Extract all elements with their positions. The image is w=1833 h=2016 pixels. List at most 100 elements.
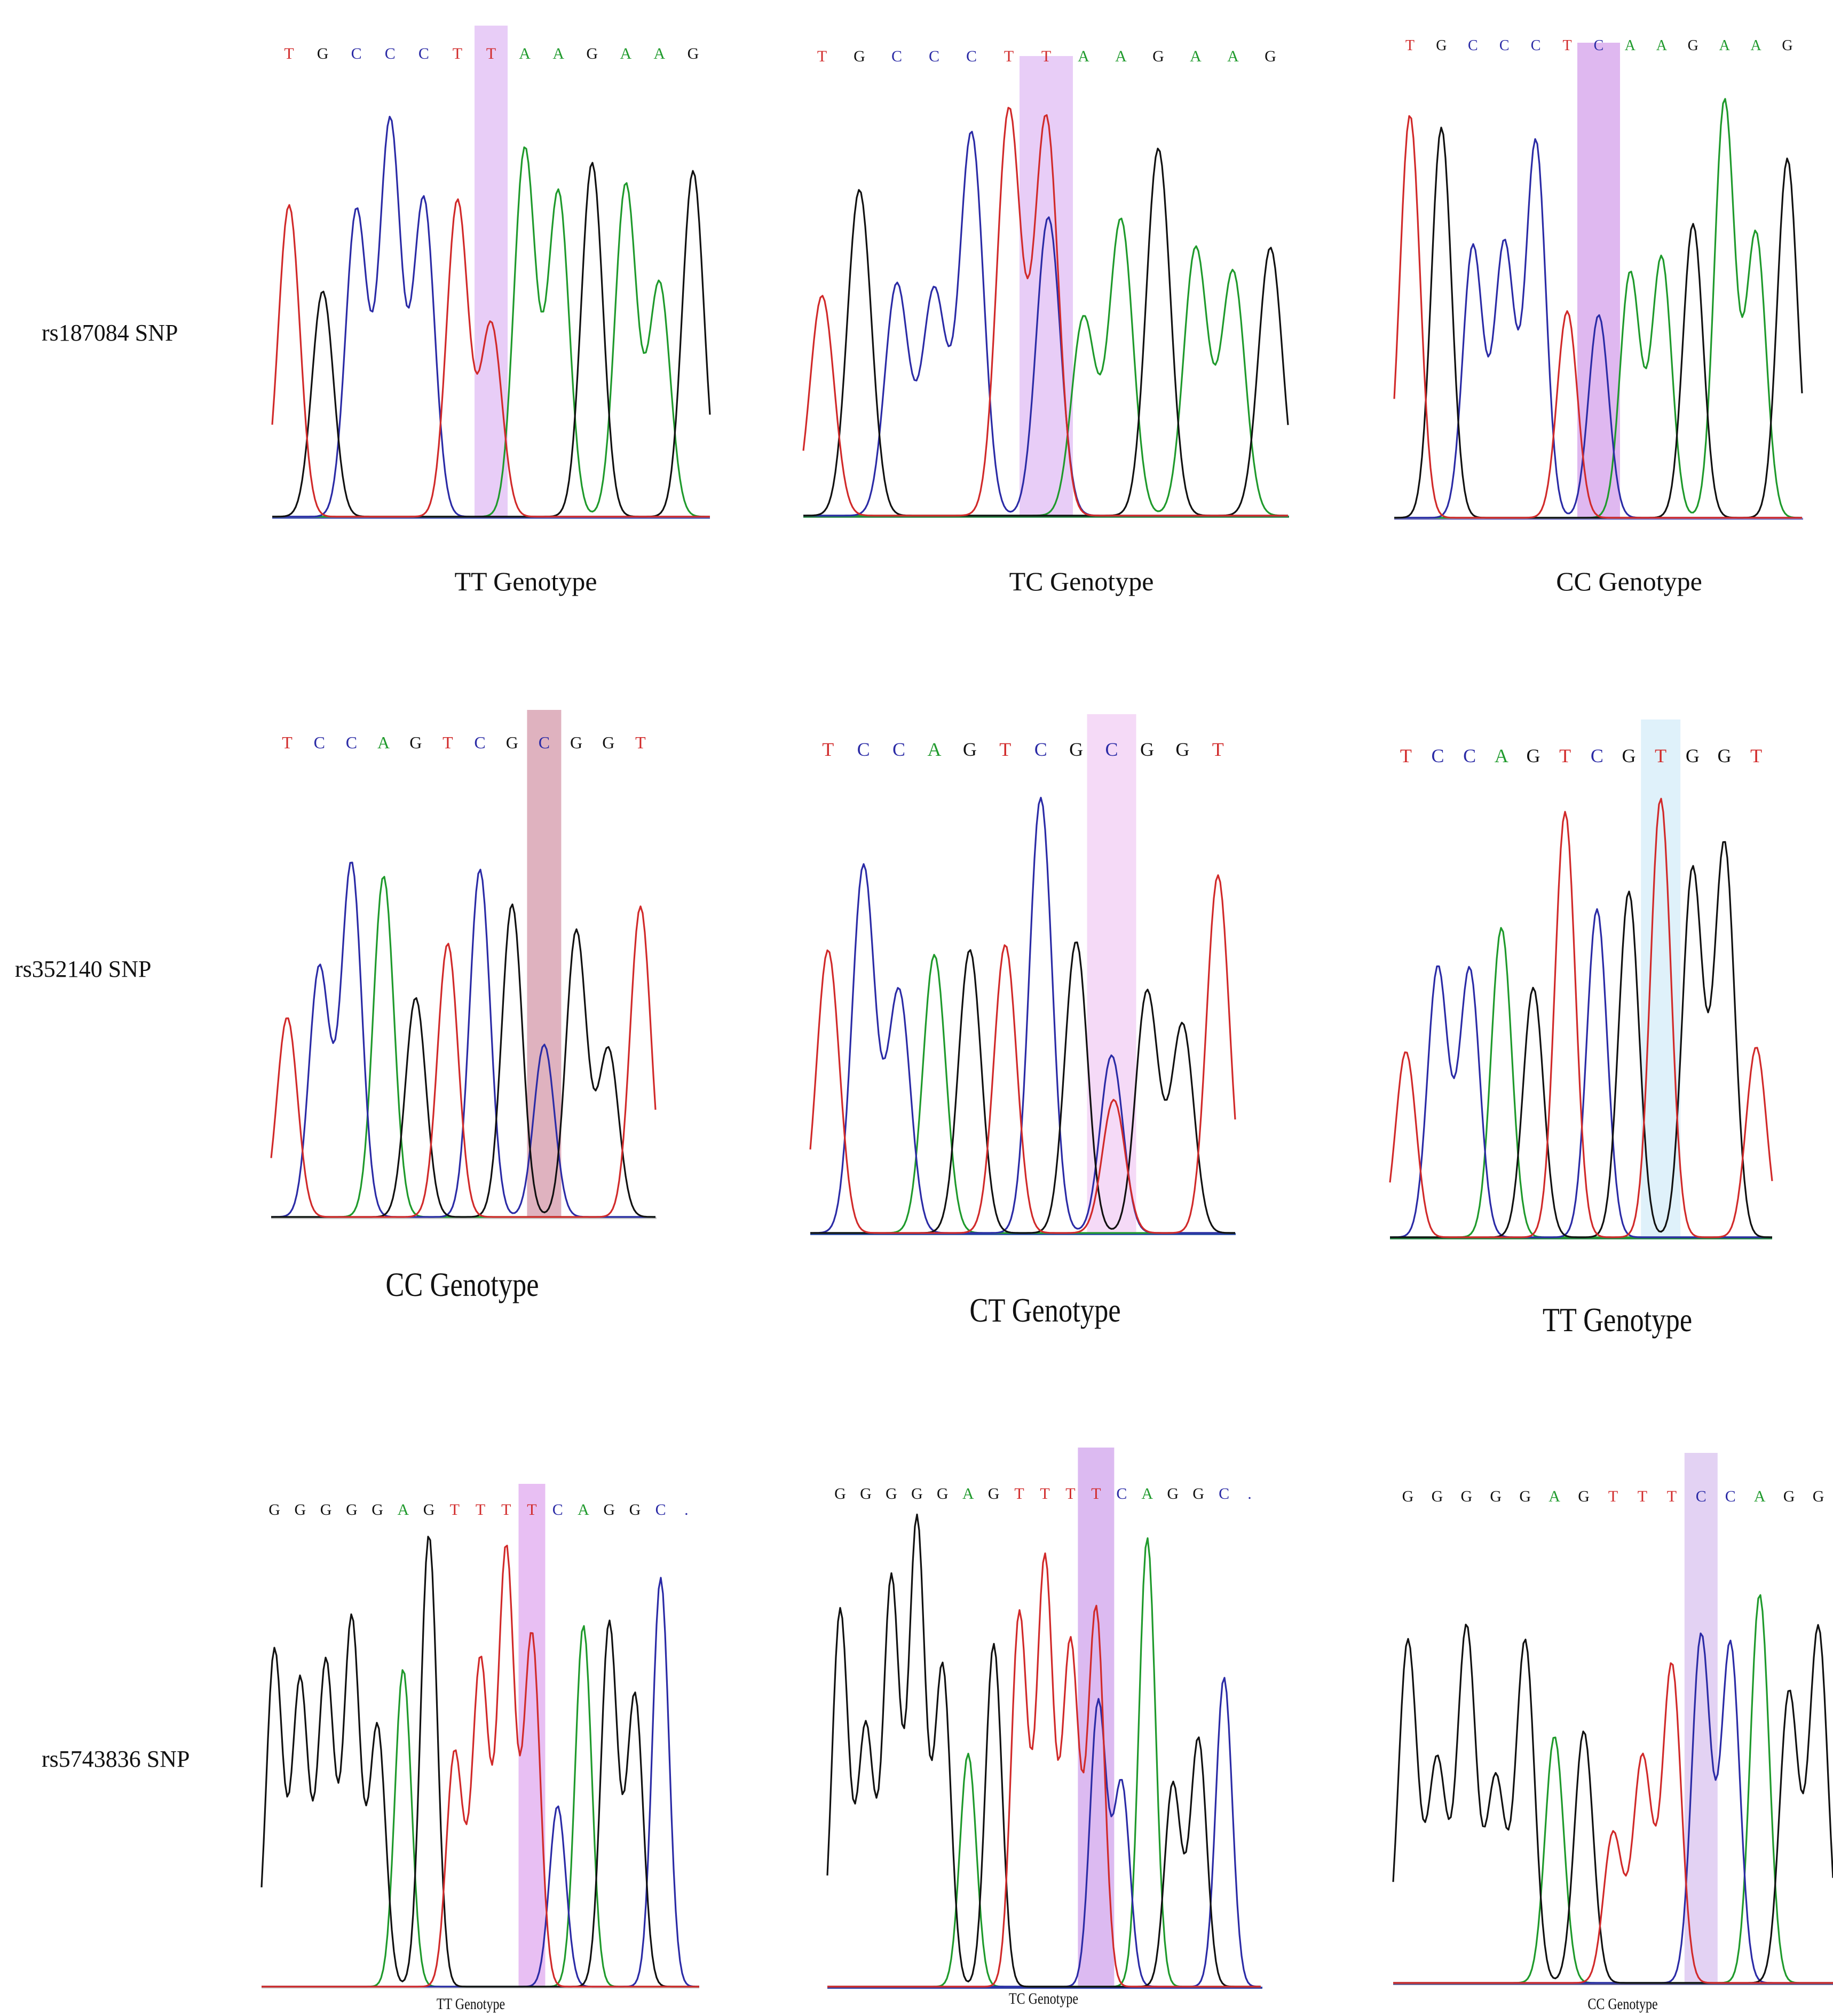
genotype-label-r2-p1: CC Genotype	[385, 1266, 539, 1303]
base-call-letter: G	[570, 733, 582, 752]
genotype-label-r2-p2: CT Genotype	[969, 1291, 1121, 1329]
base-call-letter: G	[988, 1485, 1000, 1503]
trace-c	[262, 1577, 699, 1988]
base-call-letter: T	[1040, 1485, 1049, 1503]
base-call-letter: T	[822, 739, 834, 760]
base-call-letter: G	[834, 1485, 846, 1503]
trace-t	[271, 198, 710, 518]
trace-a	[271, 875, 655, 1218]
base-call-letter: G	[268, 1501, 280, 1519]
trace-t	[262, 1545, 699, 1988]
base-call-letter: T	[1667, 1488, 1677, 1505]
base-call-letter: A	[1754, 1488, 1766, 1505]
base-call-letter: G	[506, 733, 518, 752]
base-call-letter: A	[1495, 745, 1508, 766]
base-call-letter: T	[1400, 745, 1412, 766]
base-call-letter: A	[377, 733, 390, 752]
base-call-letter: G	[1783, 1488, 1795, 1505]
base-call-letter: C	[891, 48, 902, 65]
base-call-letter: G	[886, 1485, 897, 1503]
base-call-letter: T	[1405, 37, 1415, 54]
trace-g	[1392, 1624, 1833, 1984]
base-call-letter: A	[397, 1501, 409, 1519]
base-call-letter: C	[1696, 1488, 1706, 1505]
base-call-letter: G	[1688, 37, 1698, 54]
base-call-letter: G	[854, 48, 865, 65]
trace-g	[826, 1513, 1261, 1988]
base-call-letter: G	[1519, 1488, 1531, 1505]
trace-a	[262, 1625, 699, 1988]
genotype-label-r1-p1: TT Genotype	[454, 566, 597, 596]
base-call-letter: T	[476, 1501, 485, 1519]
trace-a	[827, 1537, 1261, 1988]
base-call-letter: G	[1578, 1488, 1590, 1505]
base-call-letter: T	[1559, 745, 1571, 766]
base-call-letter: A	[1625, 37, 1636, 54]
base-call-letter: G	[1436, 37, 1447, 54]
base-call-letter: G	[963, 739, 977, 760]
base-call-letter: C	[1594, 37, 1604, 54]
base-call-letter: C	[385, 45, 396, 62]
base-call-letter: .	[1247, 1485, 1252, 1503]
base-call-letter: G	[1622, 745, 1636, 766]
base-call-letter: T	[282, 733, 293, 752]
base-call-letter: A	[1227, 48, 1239, 65]
base-call-letter: A	[962, 1485, 974, 1503]
base-call-letter: A	[1141, 1485, 1153, 1503]
base-call-letter: A	[519, 45, 531, 62]
base-call-letter: G	[1069, 739, 1083, 760]
base-call-letter: G	[1490, 1488, 1502, 1505]
base-call-letter: G	[372, 1501, 383, 1519]
base-call-letter: T	[1065, 1485, 1075, 1503]
base-call-letter: T	[453, 45, 462, 62]
base-call-letter: G	[603, 1501, 615, 1519]
base-call-letter: C	[1034, 739, 1047, 760]
base-call-letter: G	[937, 1485, 949, 1503]
base-call-letter: C	[857, 739, 870, 760]
trace-g	[260, 1536, 699, 1988]
base-call-letter: T	[527, 1501, 536, 1519]
base-call-letter: T	[1014, 1485, 1024, 1503]
genotype-label-r1-p3: CC Genotype	[1556, 566, 1702, 596]
trace-c	[271, 861, 655, 1218]
trace-t	[809, 874, 1236, 1234]
base-call-letter: G	[295, 1501, 306, 1519]
base-call-letter: G	[1265, 48, 1276, 65]
base-call-letter: C	[1105, 739, 1118, 760]
trace-c	[827, 1677, 1261, 1988]
base-call-letter: C	[474, 733, 485, 752]
base-call-letter: T	[450, 1501, 460, 1519]
base-call-letter: C	[351, 45, 362, 62]
base-call-letter: C	[1431, 745, 1444, 766]
base-call-letter: G	[1782, 37, 1792, 54]
base-call-letter: A	[1719, 37, 1731, 54]
base-call-letter: C	[1499, 37, 1510, 54]
base-call-letter: G	[1432, 1488, 1443, 1505]
genotype-label-r3-p3: CC Genotype	[1587, 1995, 1658, 2013]
snp-highlight-band	[475, 26, 508, 517]
snp-highlight-band	[1684, 1453, 1718, 1983]
base-call-letter: G	[1175, 739, 1189, 760]
base-call-letter: C	[539, 733, 550, 752]
base-call-letter: C	[655, 1501, 666, 1519]
base-call-letter: A	[1548, 1488, 1560, 1505]
base-call-letter: A	[1750, 37, 1761, 54]
base-call-letter: T	[999, 739, 1011, 760]
base-call-letter: G	[346, 1501, 358, 1519]
base-call-letter: T	[1655, 745, 1666, 766]
base-call-letter: T	[635, 733, 646, 752]
base-call-letter: C	[1463, 745, 1476, 766]
base-call-letter: T	[1091, 1485, 1101, 1503]
base-call-letter: T	[284, 45, 294, 62]
base-call-letter: C	[346, 733, 357, 752]
base-call-letter: A	[578, 1501, 589, 1519]
base-call-letter: G	[1718, 745, 1732, 766]
base-call-letter: T	[1212, 739, 1224, 760]
base-call-letter: C	[966, 48, 977, 65]
base-call-letter: G	[1402, 1488, 1414, 1505]
base-call-letter: A	[1078, 48, 1089, 65]
